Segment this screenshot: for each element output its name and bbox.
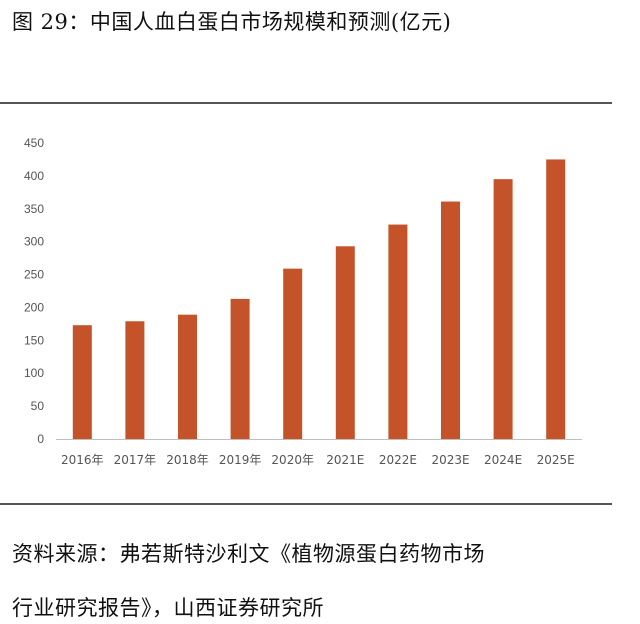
figure-title: 图 29：中国人血白蛋白市场规模和预测(亿元) [12, 10, 452, 34]
x-tick-label: 2024E [484, 453, 522, 467]
bar [493, 179, 513, 439]
y-tick-label: 150 [24, 333, 44, 347]
y-tick-label: 50 [31, 399, 45, 413]
x-tick-label: 2019年 [219, 453, 262, 467]
bar [72, 325, 92, 439]
y-tick-label: 450 [24, 136, 44, 150]
x-tick-label: 2021E [326, 453, 364, 467]
y-tick-label: 0 [37, 432, 44, 446]
y-tick-label: 200 [24, 300, 44, 314]
bar [546, 159, 566, 439]
bar [178, 314, 197, 439]
y-tick-label: 250 [24, 268, 44, 282]
x-tick-label: 2018年 [166, 453, 209, 467]
bar [125, 321, 145, 439]
bar [283, 268, 303, 439]
x-tick-label: 2023E [431, 453, 469, 467]
bar [230, 298, 250, 439]
x-tick-label: 2020年 [271, 453, 314, 467]
bar [388, 224, 408, 439]
bar [335, 246, 355, 439]
top-rule [0, 102, 612, 104]
y-tick-label: 300 [24, 235, 44, 249]
x-tick-label: 2016年 [61, 453, 104, 467]
y-tick-label: 100 [24, 366, 44, 380]
x-tick-label: 2025E [537, 453, 575, 467]
y-tick-label: 350 [24, 202, 44, 216]
y-tick-label: 400 [24, 169, 44, 183]
source-line-2: 行业研究报告》，山西证券研究所 [12, 596, 324, 620]
bar [441, 201, 460, 439]
x-tick-label: 2017年 [114, 453, 157, 467]
source-line-1: 资料来源：弗若斯特沙利文《植物源蛋白药物市场 [12, 542, 485, 566]
x-tick-label: 2022E [379, 453, 417, 467]
bottom-rule [0, 503, 612, 505]
bar-chart: 0 50 100 150 200 250 300 350 400 450 2016年 2017年 201… [24, 136, 582, 467]
